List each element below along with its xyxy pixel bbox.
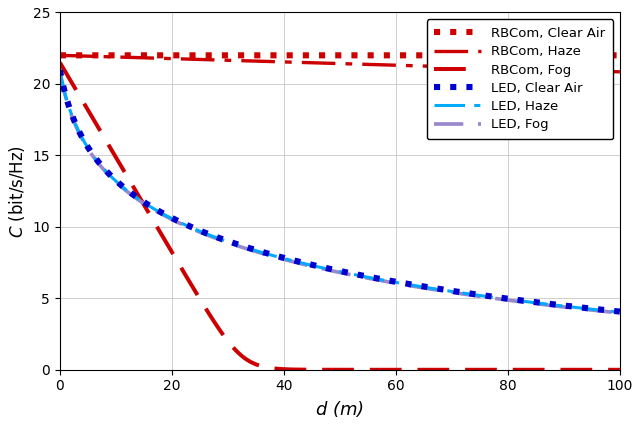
LED, Haze	[158, 210, 166, 216]
Line: LED, Fog: LED, Fog	[60, 72, 620, 313]
RBCom, Haze	[270, 59, 278, 64]
LED, Haze	[270, 253, 278, 259]
Line: LED, Haze: LED, Haze	[60, 71, 620, 312]
RBCom, Haze	[516, 66, 524, 72]
LED, Fog	[158, 212, 166, 217]
RBCom, Clear Air	[158, 53, 166, 58]
LED, Haze	[474, 293, 481, 298]
LED, Clear Air	[420, 284, 428, 289]
Line: RBCom, Haze: RBCom, Haze	[60, 55, 620, 72]
LED, Clear Air	[474, 292, 481, 297]
RBCom, Haze	[158, 56, 166, 61]
Legend: RBCom, Clear Air, RBCom, Haze, RBCom, Fog, LED, Clear Air, LED, Haze, LED, Fog: RBCom, Clear Air, RBCom, Haze, RBCom, Fo…	[427, 19, 613, 139]
LED, Fog	[56, 69, 64, 74]
LED, Clear Air	[616, 309, 624, 314]
RBCom, Clear Air	[392, 53, 399, 58]
RBCom, Fog	[56, 60, 64, 65]
LED, Fog	[392, 281, 399, 286]
RBCom, Haze	[616, 69, 624, 75]
RBCom, Fog	[616, 367, 624, 372]
LED, Fog	[516, 299, 524, 304]
RBCom, Clear Air	[474, 53, 481, 58]
LED, Clear Air	[270, 253, 278, 258]
RBCom, Haze	[420, 63, 428, 69]
LED, Clear Air	[516, 298, 524, 303]
RBCom, Fog	[474, 367, 481, 372]
RBCom, Fog	[516, 367, 524, 372]
LED, Haze	[616, 310, 624, 315]
LED, Fog	[420, 285, 428, 291]
RBCom, Clear Air	[56, 53, 64, 58]
LED, Haze	[420, 285, 428, 290]
RBCom, Clear Air	[516, 53, 524, 58]
LED, Haze	[516, 298, 524, 303]
LED, Fog	[474, 294, 481, 299]
LED, Fog	[270, 254, 278, 259]
LED, Fog	[616, 311, 624, 316]
Y-axis label: $C$ (bit/s/Hz): $C$ (bit/s/Hz)	[7, 144, 27, 238]
LED, Clear Air	[56, 67, 64, 72]
RBCom, Clear Air	[420, 53, 428, 58]
RBCom, Clear Air	[616, 53, 624, 58]
RBCom, Haze	[392, 63, 399, 68]
RBCom, Fog	[392, 367, 399, 372]
RBCom, Haze	[474, 65, 481, 70]
RBCom, Clear Air	[270, 53, 278, 58]
RBCom, Fog	[158, 232, 166, 237]
RBCom, Fog	[420, 367, 428, 372]
Line: RBCom, Fog: RBCom, Fog	[60, 63, 620, 370]
RBCom, Fog	[270, 366, 278, 371]
LED, Haze	[392, 280, 399, 285]
LED, Clear Air	[158, 210, 166, 215]
RBCom, Haze	[56, 53, 64, 58]
X-axis label: $d$ (m): $d$ (m)	[316, 399, 364, 419]
Line: LED, Clear Air: LED, Clear Air	[60, 70, 620, 311]
LED, Haze	[56, 68, 64, 73]
LED, Clear Air	[392, 279, 399, 284]
